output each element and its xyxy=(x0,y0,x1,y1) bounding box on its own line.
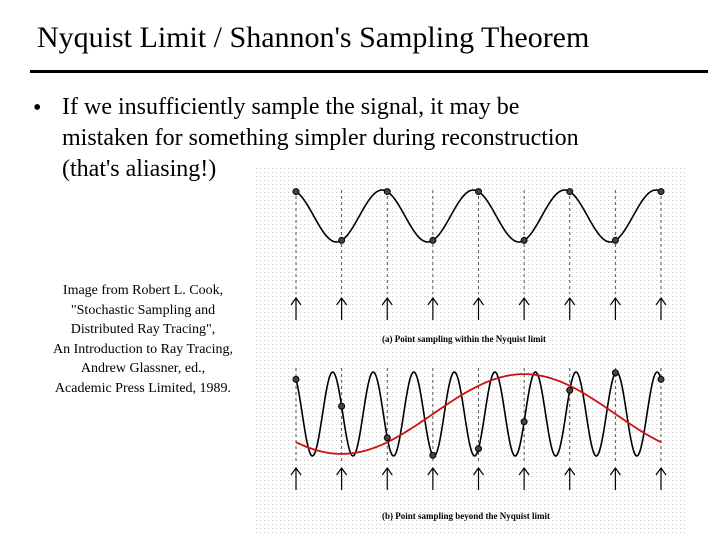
up-arrow-icon xyxy=(473,466,484,476)
up-arrow-icon xyxy=(473,296,484,306)
up-arrow-icon xyxy=(381,296,393,306)
sample-point xyxy=(383,188,391,196)
sample-point xyxy=(611,236,619,244)
up-arrow-icon xyxy=(609,466,621,476)
up-arrow-icon xyxy=(609,296,621,306)
bullet-text: If we insufficiently sample the signal, … xyxy=(62,92,702,185)
sample-point xyxy=(566,386,574,394)
sample-point xyxy=(292,375,300,383)
sampling-diagram: (a) Point sampling within the Nyquist li… xyxy=(256,168,688,534)
panel-a-label: (a) Point sampling within the Nyquist li… xyxy=(382,334,546,344)
dotted-background xyxy=(256,168,688,534)
sample-point xyxy=(657,188,665,196)
sample-point xyxy=(566,188,574,196)
sample-point xyxy=(475,188,482,196)
up-arrow-icon xyxy=(336,296,348,306)
up-arrow-icon xyxy=(655,466,667,476)
bullet-line: If we insufficiently sample the signal, … xyxy=(62,94,520,120)
up-arrow-icon xyxy=(427,466,439,476)
up-arrow-icon xyxy=(655,296,667,306)
sample-point xyxy=(520,236,528,244)
sample-point xyxy=(520,418,528,426)
up-arrow-icon xyxy=(564,466,576,476)
sampling-figure: (a) Point sampling within the Nyquist li… xyxy=(256,168,688,534)
image-caption: Image from Robert L. Cook, "Stochastic S… xyxy=(36,281,250,398)
up-arrow-icon xyxy=(336,466,348,476)
bullet-line: (that's aliasing!) xyxy=(62,156,217,182)
slide-title: Nyquist Limit / Shannon's Sampling Theor… xyxy=(37,21,590,54)
sample-point xyxy=(429,451,437,459)
up-arrow-icon xyxy=(427,296,439,306)
sample-point xyxy=(338,236,346,244)
bullet-marker: • xyxy=(33,95,42,121)
bullet-line: mistaken for something simpler during re… xyxy=(62,125,579,151)
up-arrow-icon xyxy=(564,296,576,306)
sample-point xyxy=(383,434,391,442)
up-arrow-icon xyxy=(290,296,302,306)
up-arrow-icon xyxy=(518,296,530,306)
panel-b-label: (b) Point sampling beyond the Nyquist li… xyxy=(382,511,550,521)
alias-reconstruction-curve xyxy=(295,373,662,455)
sample-point xyxy=(292,188,300,196)
sample-point xyxy=(429,236,437,244)
sample-point xyxy=(475,445,482,453)
sample-point xyxy=(657,375,665,383)
caption-line: Andrew Glassner, ed., xyxy=(80,361,206,376)
caption-line: "Stochastic Sampling and xyxy=(70,302,216,318)
up-arrow-icon xyxy=(518,466,530,476)
caption-line: An Introduction to Ray Tracing, xyxy=(52,341,234,357)
panel-a xyxy=(290,188,667,320)
caption-line: Academic Press Limited, 1989. xyxy=(54,380,232,396)
sample-point xyxy=(611,369,619,377)
caption-line: Distributed Ray Tracing", xyxy=(70,322,216,337)
sample-point xyxy=(338,402,346,410)
up-arrow-icon xyxy=(290,466,302,476)
up-arrow-icon xyxy=(381,466,393,476)
caption-line: Image from Robert L. Cook, xyxy=(62,283,224,298)
panel-b xyxy=(290,368,667,490)
title-divider xyxy=(30,70,708,73)
